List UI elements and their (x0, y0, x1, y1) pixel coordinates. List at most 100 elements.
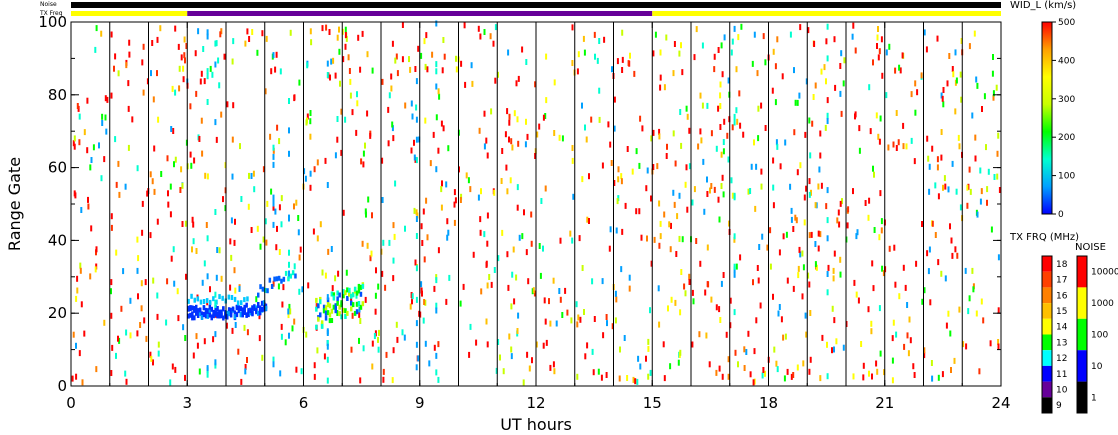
data-cell (912, 363, 915, 370)
data-cell (420, 281, 423, 288)
data-cell (144, 279, 147, 286)
data-cell (511, 144, 514, 151)
data-cell (125, 62, 128, 69)
top-strips: Noise TX Freq (39, 1, 1001, 17)
data-cell (480, 288, 483, 295)
data-cell (225, 322, 228, 329)
data-cell (553, 368, 556, 375)
data-cell (663, 375, 666, 382)
data-cell (117, 160, 120, 167)
data-cell (649, 307, 651, 314)
data-cell (224, 313, 227, 319)
data-cell (705, 332, 708, 339)
data-cell (700, 137, 703, 144)
data-cell (195, 248, 198, 254)
data-cell (493, 189, 496, 196)
data-cell (120, 305, 123, 312)
data-cell (839, 256, 842, 263)
data-cell (362, 150, 365, 157)
data-cell (733, 236, 736, 243)
data-cell (217, 57, 220, 64)
data-cell (616, 58, 619, 65)
data-cell (954, 246, 957, 253)
data-cell (803, 219, 806, 226)
data-cell (518, 234, 521, 241)
data-cell (196, 296, 200, 302)
data-cell (194, 50, 197, 57)
data-cell (727, 156, 730, 163)
data-cell (351, 292, 355, 298)
data-cell (796, 364, 799, 371)
data-cell (784, 139, 787, 146)
data-cell (326, 310, 330, 316)
data-cell (411, 298, 413, 305)
data-cell (532, 287, 535, 294)
data-cell (377, 336, 379, 343)
data-cell (772, 48, 775, 55)
data-cell (340, 314, 343, 320)
data-cell (462, 283, 465, 290)
data-cell (312, 228, 315, 235)
data-cell (353, 310, 357, 316)
data-cell (349, 92, 352, 99)
data-cell (853, 279, 856, 286)
data-cell (979, 167, 982, 174)
data-cell (527, 278, 530, 285)
data-cell (215, 299, 218, 305)
data-cell (808, 117, 811, 124)
data-cell (718, 216, 721, 223)
data-cell (177, 315, 180, 322)
data-cell (588, 173, 590, 180)
data-cell (321, 25, 324, 32)
data-cell (437, 376, 440, 383)
x-tick-label: 9 (415, 394, 425, 412)
data-cell (731, 124, 734, 131)
data-cell (459, 300, 462, 307)
data-cell (516, 184, 519, 191)
data-cell (447, 145, 450, 152)
data-cell (326, 328, 329, 335)
data-cell (507, 49, 510, 56)
data-cell (214, 310, 217, 316)
data-cell (749, 371, 752, 378)
data-cell (257, 292, 260, 298)
data-cell (758, 244, 761, 250)
data-cell (583, 309, 585, 315)
data-cell (864, 200, 867, 206)
data-cell (701, 42, 704, 49)
data-cell (323, 353, 326, 360)
data-cell (841, 198, 843, 205)
data-cell (657, 285, 660, 292)
data-cell (209, 65, 212, 72)
data-cell (825, 38, 828, 45)
data-cell (672, 70, 675, 77)
data-cell (472, 251, 475, 258)
data-cell (110, 213, 113, 220)
data-cell (114, 136, 117, 143)
data-cell (826, 235, 829, 242)
data-cell (251, 29, 254, 35)
data-cell (733, 271, 736, 278)
data-cell (667, 305, 669, 312)
data-cell (297, 229, 300, 236)
data-cell (75, 342, 77, 349)
data-cell (873, 227, 876, 233)
data-cell (650, 195, 652, 202)
data-cell (903, 343, 906, 350)
data-cell (817, 245, 820, 252)
data-cell (997, 132, 1000, 139)
data-cell (810, 231, 813, 238)
data-cell (353, 286, 357, 292)
data-cell (416, 212, 419, 219)
data-cell (581, 265, 584, 271)
data-cell (683, 283, 686, 290)
data-cell (272, 144, 275, 151)
data-cell (191, 311, 194, 317)
data-cell (100, 30, 103, 37)
data-cell (212, 296, 215, 302)
data-cell (371, 363, 374, 370)
data-cell (540, 198, 543, 204)
data-cell (345, 269, 348, 276)
data-cell (606, 320, 608, 327)
data-cell (813, 41, 816, 47)
